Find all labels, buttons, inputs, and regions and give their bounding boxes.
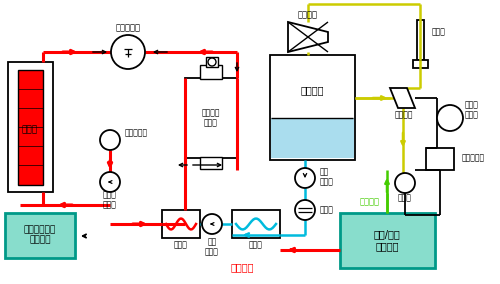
Circle shape: [111, 35, 145, 69]
Bar: [270, 55, 355, 160]
Circle shape: [295, 200, 315, 220]
Polygon shape: [390, 88, 415, 108]
Text: 排気筒: 排気筒: [432, 28, 446, 37]
Bar: [162, 210, 200, 238]
Bar: [206, 57, 218, 67]
Bar: [417, 20, 424, 60]
Text: 原子炉: 原子炉: [22, 126, 38, 135]
Bar: [413, 60, 428, 68]
Circle shape: [395, 173, 415, 193]
Bar: [232, 210, 280, 238]
Text: 下部ヘッダ: 下部ヘッダ: [125, 128, 148, 137]
Text: 酸素注入: 酸素注入: [360, 197, 380, 206]
Bar: [18, 70, 43, 185]
Text: 活性炭
吸着器: 活性炭 吸着器: [465, 100, 479, 120]
Text: 復水器: 復水器: [398, 193, 412, 202]
Text: インプラント
試験装置: インプラント 試験装置: [24, 225, 56, 245]
Text: 主復水器: 主復水器: [300, 85, 324, 95]
Text: 水素注入: 水素注入: [230, 262, 254, 272]
Text: 蒸気ドラム: 蒸気ドラム: [116, 24, 140, 32]
Polygon shape: [288, 22, 328, 52]
Text: 水素/酸素
発生装置: 水素/酸素 発生装置: [374, 229, 400, 251]
Text: 加熱器: 加熱器: [249, 241, 263, 250]
Text: タービン: タービン: [298, 11, 318, 20]
Bar: [185, 78, 237, 158]
Text: 炉浄化系
脱塩器: 炉浄化系 脱塩器: [202, 108, 220, 128]
Bar: [426, 148, 454, 170]
Circle shape: [202, 214, 222, 234]
Text: 加熱器: 加熱器: [174, 241, 188, 250]
Text: 給水
ポンプ: 給水 ポンプ: [205, 237, 219, 257]
Text: 脱塩器: 脱塩器: [320, 206, 334, 214]
Bar: [200, 157, 222, 169]
Bar: [271, 118, 354, 158]
Text: 再結合器: 再結合器: [394, 110, 413, 120]
Text: 再循環
ポンプ: 再循環 ポンプ: [103, 190, 117, 210]
Circle shape: [100, 172, 120, 192]
Bar: [5, 213, 75, 258]
Circle shape: [295, 168, 315, 188]
Circle shape: [100, 130, 120, 150]
Text: 復水
ポンプ: 復水 ポンプ: [320, 167, 334, 187]
Bar: [200, 65, 222, 79]
Text: 貯留タンク: 貯留タンク: [462, 153, 485, 162]
Bar: [8, 62, 53, 192]
Circle shape: [208, 58, 216, 66]
Bar: [340, 213, 435, 268]
Circle shape: [437, 105, 463, 131]
